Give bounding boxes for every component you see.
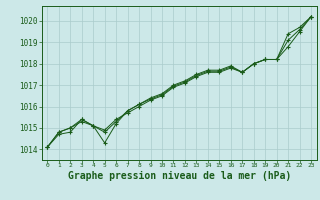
X-axis label: Graphe pression niveau de la mer (hPa): Graphe pression niveau de la mer (hPa)	[68, 171, 291, 181]
